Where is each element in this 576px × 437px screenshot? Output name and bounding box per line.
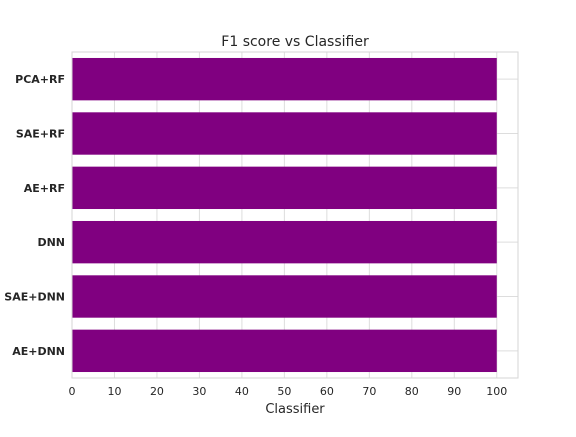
y-tick-label: AE+DNN bbox=[12, 345, 65, 358]
x-axis-ticks: 0 10 20 30 40 50 60 70 80 90 100 bbox=[69, 385, 508, 398]
y-tick-label: SAE+RF bbox=[16, 128, 65, 141]
x-tick-label: 10 bbox=[107, 385, 121, 398]
bar-dnn bbox=[72, 220, 497, 264]
bar-ae-dnn bbox=[72, 329, 497, 373]
bar-sae-dnn bbox=[72, 275, 497, 318]
y-tick-label: DNN bbox=[37, 236, 65, 249]
x-tick-label: 30 bbox=[192, 385, 206, 398]
bar-pca-rf bbox=[72, 57, 497, 101]
x-tick-label: 50 bbox=[277, 385, 291, 398]
x-axis-label: Classifier bbox=[265, 402, 325, 417]
y-axis-ticks: PCA+RF SAE+RF AE+RF DNN SAE+DNN AE+DNN bbox=[4, 73, 65, 358]
x-tick-label: 80 bbox=[405, 385, 419, 398]
bar-sae-rf bbox=[72, 112, 497, 155]
chart-title: F1 score vs Classifier bbox=[221, 34, 369, 50]
x-tick-label: 90 bbox=[447, 385, 461, 398]
y-tick-label: AE+RF bbox=[24, 182, 65, 195]
x-tick-label: 100 bbox=[486, 385, 507, 398]
x-tick-label: 20 bbox=[150, 385, 164, 398]
bars-layer bbox=[72, 57, 497, 373]
x-tick-label: 0 bbox=[69, 385, 76, 398]
plot-frame bbox=[71, 51, 519, 379]
grid-layer bbox=[71, 52, 518, 378]
y-tick-label: SAE+DNN bbox=[4, 291, 65, 304]
y-tick-label: PCA+RF bbox=[15, 73, 65, 86]
x-tick-label: 60 bbox=[320, 385, 334, 398]
x-tick-label: 70 bbox=[362, 385, 376, 398]
x-tick-label: 40 bbox=[235, 385, 249, 398]
bar-ae-rf bbox=[72, 166, 497, 210]
